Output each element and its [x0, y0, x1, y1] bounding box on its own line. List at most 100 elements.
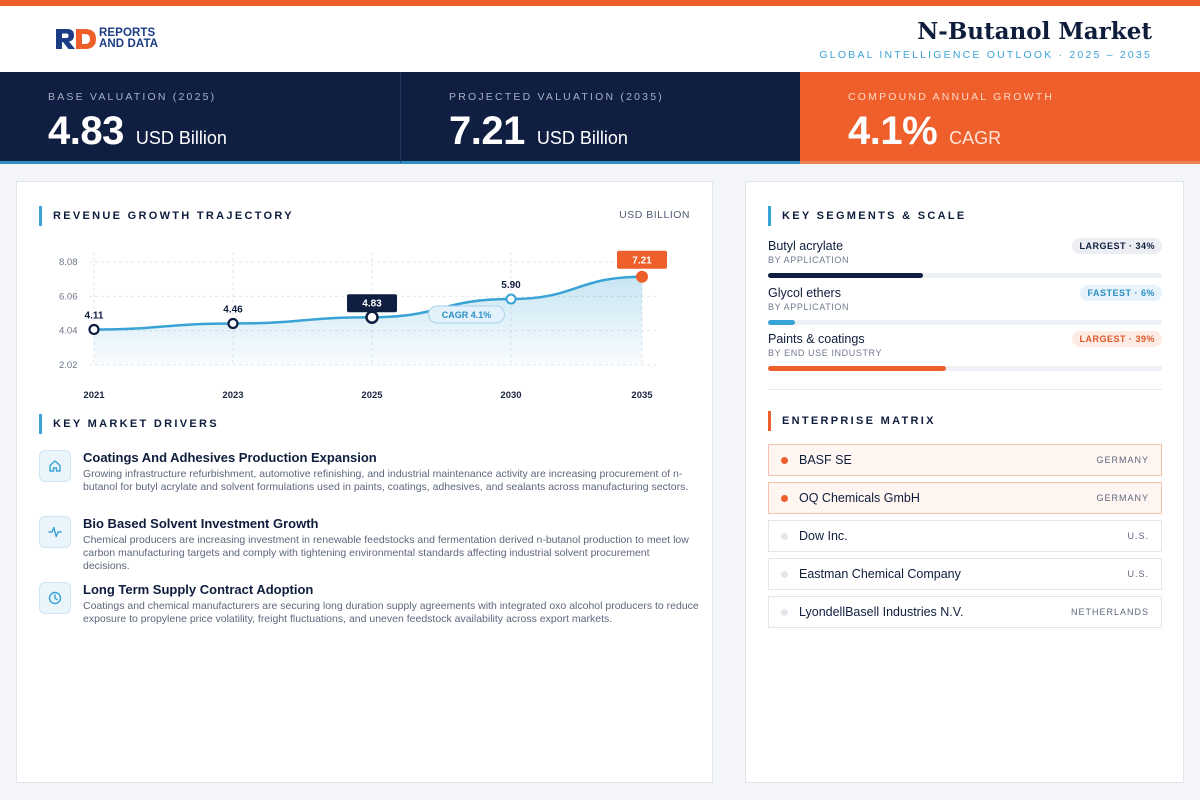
drivers-section-title: KEY MARKET DRIVERS [39, 414, 219, 434]
kpi-band: BASE VALUATION (2025) 4.83 USD Billion P… [0, 72, 1200, 164]
segment-category: BY APPLICATION [768, 302, 850, 312]
company-row[interactable]: Dow Inc. U.S. [768, 520, 1162, 552]
data-point-marker [88, 323, 100, 336]
kpi-label: COMPOUND ANNUAL GROWTH [848, 91, 1055, 103]
cagr-annotation-pill [428, 305, 505, 324]
data-label-box [347, 294, 397, 313]
segment-name: Butyl acrylate [768, 239, 844, 253]
logo-text: REPORTS AND DATA [99, 27, 159, 50]
data-point-marker [636, 270, 648, 283]
segment-bar-track [768, 273, 1162, 278]
kpi-unit: USD Billion [135, 128, 227, 148]
cagr-annotation-label: CAGR 4.1% [442, 310, 492, 320]
kpi-unit: USD Billion [536, 128, 628, 148]
company-name: LyondellBasell Industries N.V. [799, 605, 964, 619]
segment-bar-fill [768, 273, 924, 278]
data-point-marker [227, 317, 239, 330]
segments-panel: KEY SEGMENTS & SCALE Butyl acrylate BY A… [745, 181, 1184, 783]
x-tick-label: 2030 [500, 390, 521, 401]
segment-paints-coatings: Paints & coatings BY END USE INDUSTRY LA… [768, 331, 1162, 372]
segments-section-title: KEY SEGMENTS & SCALE [768, 206, 967, 226]
kpi-unit: CAGR [949, 128, 1002, 148]
company-country: NETHERLANDS [1070, 607, 1149, 617]
segment-category: BY END USE INDUSTRY [768, 348, 883, 358]
segment-name: Glycol ethers [768, 286, 841, 300]
data-value-label: 5.90 [501, 280, 521, 291]
segment-category: BY APPLICATION [768, 255, 850, 265]
segment-bar-fill [768, 366, 947, 371]
page-title: N-Butanol Market [917, 18, 1152, 45]
driver-description: Chemical producers are increasing invest… [83, 534, 689, 572]
segment-butyl-acrylate: Butyl acrylate BY APPLICATION LARGEST · … [768, 238, 1162, 279]
chart-section-title: REVENUE GROWTH TRAJECTORY [39, 206, 294, 226]
company-dot [781, 571, 788, 578]
chart-unit-label: USD BILLION [619, 209, 690, 221]
company-name: Dow Inc. [799, 529, 848, 543]
logo-line-1: REPORTS [99, 27, 156, 39]
kpi-value: 4.83 [48, 109, 124, 153]
data-label-box [617, 250, 667, 269]
company-country: U.S. [1127, 569, 1149, 579]
company-row[interactable]: Eastman Chemical Company U.S. [768, 558, 1162, 590]
kpi-label: BASE VALUATION (2025) [48, 91, 217, 103]
page-header: REPORTS AND DATA N-Butanol Market GLOBAL… [0, 6, 1200, 72]
data-value-label: 4.83 [362, 299, 382, 310]
logo-mark-icon [56, 29, 96, 49]
segment-bar-track [768, 320, 1162, 325]
kpi-label: PROJECTED VALUATION (2035) [449, 91, 664, 103]
kpi-projected-valuation: PROJECTED VALUATION (2035) 7.21 USD Bill… [400, 72, 800, 164]
y-tick-label: 2.02 [59, 360, 78, 371]
kpi-value: 7.21 [449, 109, 525, 153]
logo-line-2: AND DATA [99, 38, 159, 50]
driver-item: Coatings And Adhesives Production Expans… [39, 450, 699, 516]
company-dot [781, 533, 788, 540]
enterprise-section-title: ENTERPRISE MATRIX [768, 411, 936, 431]
company-row[interactable]: OQ Chemicals GmbH GERMANY [768, 482, 1162, 514]
clock-icon [39, 582, 71, 614]
activity-icon [39, 516, 71, 548]
page-subtitle: GLOBAL INTELLIGENCE OUTLOOK · 2025 – 203… [819, 49, 1152, 61]
driver-description: Coatings and chemical manufacturers are … [83, 600, 699, 625]
driver-title: Bio Based Solvent Investment Growth [83, 516, 319, 531]
data-value-label: 4.46 [223, 305, 243, 316]
x-tick-label: 2035 [631, 390, 653, 401]
kpi-base-valuation: BASE VALUATION (2025) 4.83 USD Billion [0, 72, 400, 164]
data-point-marker [505, 293, 517, 305]
driver-description: Growing infrastructure refurbishment, au… [83, 468, 689, 493]
segment-badge: LARGEST · 39% [1072, 331, 1162, 347]
x-tick-label: 2025 [361, 390, 383, 401]
reports-and-data-logo[interactable]: REPORTS AND DATA [55, 27, 159, 50]
home-icon [39, 450, 71, 482]
company-country: U.S. [1127, 531, 1149, 541]
x-tick-label: 2023 [222, 390, 243, 401]
company-dot [781, 609, 788, 616]
segment-glycol-ethers: Glycol ethers BY APPLICATION FASTEST · 6… [768, 285, 1162, 326]
section-divider [768, 389, 1162, 390]
segment-bar-fill [768, 320, 796, 325]
data-point-marker [365, 310, 379, 324]
company-dot [781, 457, 788, 464]
company-name: BASF SE [799, 453, 852, 467]
drivers-list: Coatings And Adhesives Production Expans… [39, 450, 699, 642]
driver-title: Coatings And Adhesives Production Expans… [83, 450, 377, 465]
top-accent-bar [0, 0, 1200, 6]
company-row[interactable]: BASF SE GERMANY [768, 444, 1162, 476]
driver-item: Bio Based Solvent Investment Growth Chem… [39, 516, 699, 582]
kpi-cagr: COMPOUND ANNUAL GROWTH 4.1% CAGR [800, 72, 1200, 164]
segment-bar-track [768, 366, 1162, 371]
y-tick-label: 8.08 [59, 257, 78, 268]
company-name: OQ Chemicals GmbH [799, 491, 920, 505]
y-tick-label: 6.06 [59, 291, 78, 302]
kpi-value: 4.1% [848, 109, 938, 153]
data-value-label: 7.21 [632, 255, 652, 266]
company-name: Eastman Chemical Company [799, 567, 961, 581]
y-tick-label: 4.04 [59, 326, 78, 337]
revenue-line-chart: 8.08 6.06 4.04 2.02 2021 2023 2025 2030 2035 CAGR… [59, 250, 667, 401]
company-row[interactable]: LyondellBasell Industries N.V. NETHERLAN… [768, 596, 1162, 628]
company-country: GERMANY [1096, 493, 1149, 503]
segment-badge: FASTEST · 6% [1080, 285, 1162, 301]
driver-title: Long Term Supply Contract Adoption [83, 582, 314, 597]
x-tick-label: 2021 [83, 390, 105, 401]
company-country: GERMANY [1096, 455, 1149, 465]
segment-badge: LARGEST · 34% [1072, 238, 1162, 254]
